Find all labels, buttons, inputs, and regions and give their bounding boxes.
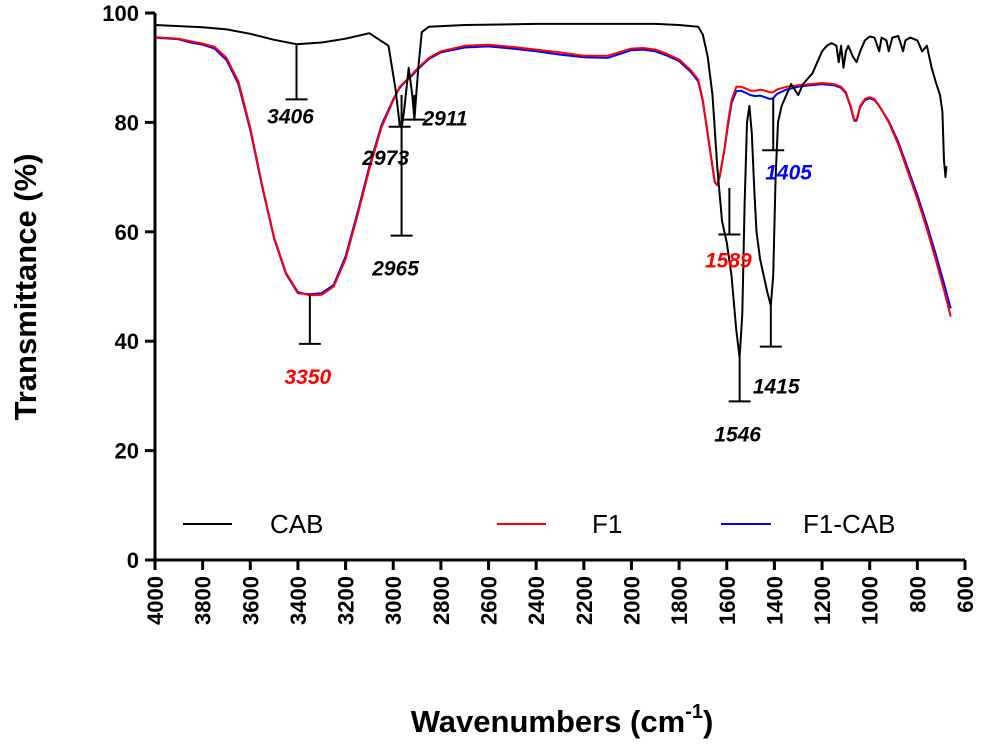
x-tick-label-1400: 1400: [762, 576, 787, 625]
x-tick-label-2800: 2800: [429, 576, 454, 625]
peak-label-1546: 1546: [714, 423, 761, 446]
peak-label-3350: 3350: [284, 366, 331, 389]
x-axis-title-main: Wavenumbers (cm: [411, 704, 686, 739]
y-tick-label-80: 80: [115, 110, 139, 135]
peak-label-2973: 2973: [361, 147, 409, 170]
legend-label-f1: F1: [592, 509, 622, 539]
x-tick-label-3600: 3600: [238, 576, 263, 625]
peak-label-1415: 1415: [753, 376, 800, 399]
series-line-cab: [154, 22, 948, 359]
series-layer: [154, 22, 952, 359]
y-tick-label-40: 40: [115, 329, 139, 354]
y-tick-label-0: 0: [127, 548, 139, 573]
x-axis-title-superscript: -1: [685, 701, 703, 723]
x-tick-label-3200: 3200: [334, 576, 359, 625]
annotation-layer: 3406 2973 2911 2965 3350 1589 1405 1415 1546: [267, 45, 812, 446]
y-tick-label-20: 20: [115, 439, 139, 464]
peak-label-2965: 2965: [371, 258, 419, 281]
x-tick-label-800: 800: [905, 576, 930, 613]
series-line-f1-cab: [154, 36, 952, 309]
y-axis-title: Transmittance (%): [8, 153, 43, 420]
y-tick-label-60: 60: [115, 220, 139, 245]
x-tick-label-600: 600: [953, 576, 978, 613]
x-axis-title: Wavenumbers (cm-1): [411, 701, 714, 739]
x-tick-label-3800: 3800: [191, 576, 216, 625]
x-tick-label-4000: 4000: [143, 576, 168, 625]
x-tick-label-1600: 1600: [715, 576, 740, 625]
x-tick-label-2600: 2600: [477, 576, 502, 625]
legend-label-f1-cab: F1-CAB: [803, 509, 895, 539]
peak-label-1589: 1589: [705, 250, 752, 273]
series-line-f1: [154, 36, 952, 317]
axes-layer: [153, 13, 965, 562]
peak-label-1405: 1405: [765, 161, 812, 184]
tick-layer: 0 20 40 60 80 100 4000 3800 3600 3400 3200 3000 2800…: [102, 1, 978, 625]
peak-label-3406: 3406: [267, 105, 314, 128]
x-tick-label-3400: 3400: [286, 576, 311, 625]
x-tick-label-2200: 2200: [572, 576, 597, 625]
x-tick-label-1800: 1800: [667, 576, 692, 625]
y-tick-label-100: 100: [102, 1, 139, 26]
x-axis-title-close: ): [703, 704, 713, 739]
peak-label-2911: 2911: [421, 108, 467, 131]
x-tick-label-3000: 3000: [381, 576, 406, 625]
legend-label-cab: CAB: [270, 509, 323, 539]
x-tick-label-1200: 1200: [810, 576, 835, 625]
legend: CAB F1 F1-CAB: [183, 509, 895, 539]
x-tick-label-2400: 2400: [524, 576, 549, 625]
x-tick-label-2000: 2000: [619, 576, 644, 625]
x-tick-label-1000: 1000: [858, 576, 883, 625]
